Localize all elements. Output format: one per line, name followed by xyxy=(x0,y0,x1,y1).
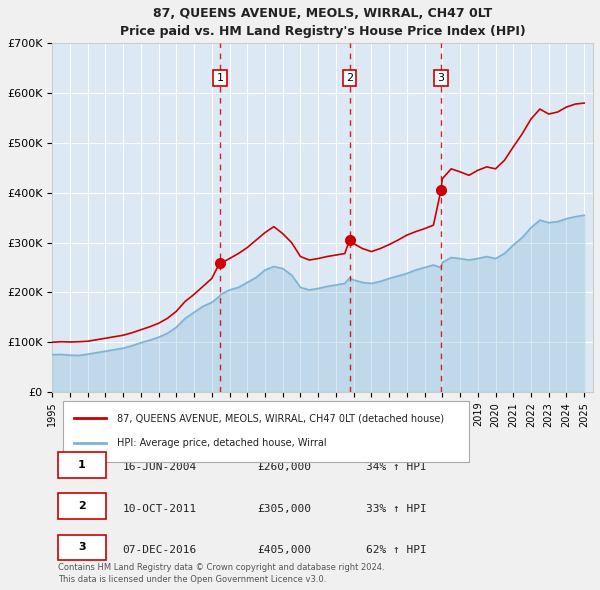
Text: 1: 1 xyxy=(78,460,86,470)
FancyBboxPatch shape xyxy=(58,452,106,477)
Text: £305,000: £305,000 xyxy=(258,503,312,513)
FancyBboxPatch shape xyxy=(58,535,106,560)
FancyBboxPatch shape xyxy=(63,401,469,461)
Text: £405,000: £405,000 xyxy=(258,545,312,555)
Text: This data is licensed under the Open Government Licence v3.0.: This data is licensed under the Open Gov… xyxy=(58,575,326,584)
Text: HPI: Average price, detached house, Wirral: HPI: Average price, detached house, Wirr… xyxy=(117,438,326,448)
FancyBboxPatch shape xyxy=(58,493,106,519)
Text: 2: 2 xyxy=(346,73,353,83)
Text: £260,000: £260,000 xyxy=(258,462,312,472)
Text: 07-DEC-2016: 07-DEC-2016 xyxy=(122,545,197,555)
Text: 87, QUEENS AVENUE, MEOLS, WIRRAL, CH47 0LT (detached house): 87, QUEENS AVENUE, MEOLS, WIRRAL, CH47 0… xyxy=(117,414,444,424)
Text: 62% ↑ HPI: 62% ↑ HPI xyxy=(366,545,427,555)
Text: Contains HM Land Registry data © Crown copyright and database right 2024.: Contains HM Land Registry data © Crown c… xyxy=(58,563,384,572)
Title: 87, QUEENS AVENUE, MEOLS, WIRRAL, CH47 0LT
Price paid vs. HM Land Registry's Hou: 87, QUEENS AVENUE, MEOLS, WIRRAL, CH47 0… xyxy=(120,7,526,38)
Text: 34% ↑ HPI: 34% ↑ HPI xyxy=(366,462,427,472)
Text: 3: 3 xyxy=(78,542,86,552)
Text: 1: 1 xyxy=(217,73,223,83)
Text: 16-JUN-2004: 16-JUN-2004 xyxy=(122,462,197,472)
Text: 33% ↑ HPI: 33% ↑ HPI xyxy=(366,503,427,513)
Text: 2: 2 xyxy=(78,501,86,511)
Text: 3: 3 xyxy=(437,73,445,83)
Text: 10-OCT-2011: 10-OCT-2011 xyxy=(122,503,197,513)
